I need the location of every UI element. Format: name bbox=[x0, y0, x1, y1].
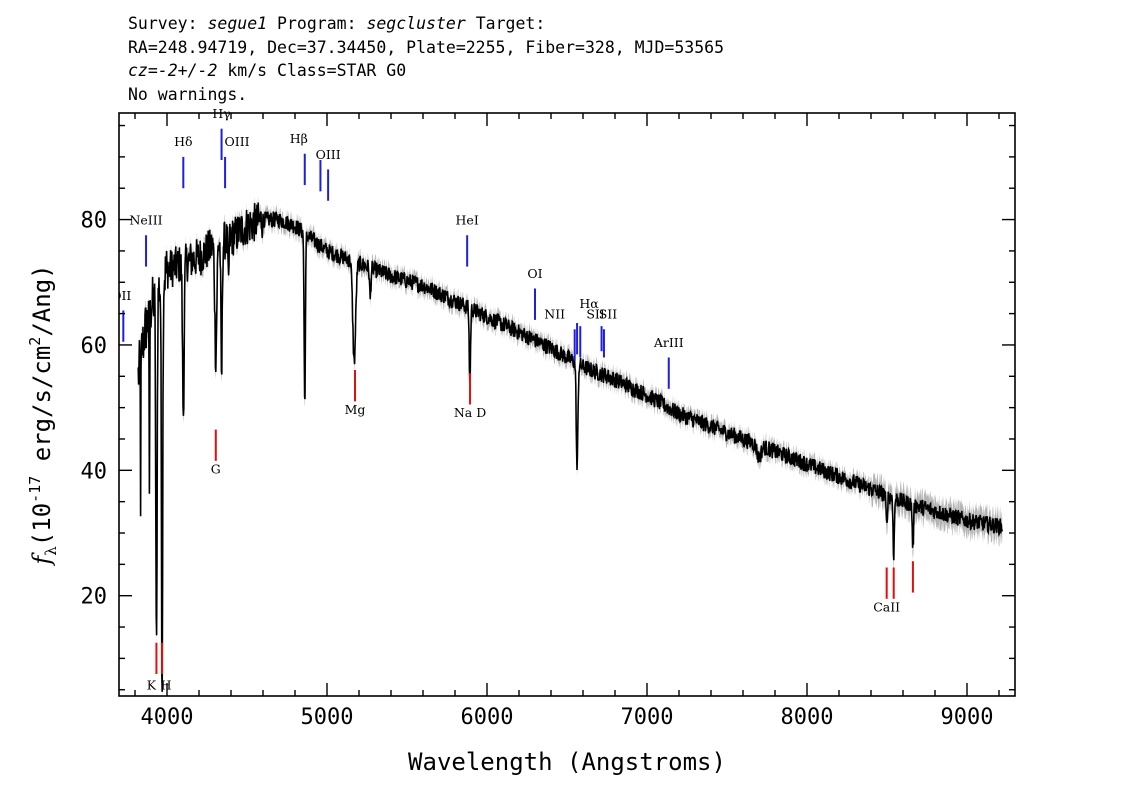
x-tick-labels: 4000 5000 6000 7000 8000 9000 bbox=[141, 705, 994, 730]
spectrum-line bbox=[137, 202, 1003, 692]
absorption-line-label: Mg bbox=[345, 402, 366, 417]
emission-line-label: OIII bbox=[316, 147, 341, 162]
header-line-redshift: cz=-2+/-2 km/s Class=STAR G0 bbox=[128, 59, 724, 83]
y-axis-unit-mid: erg/s/cm bbox=[28, 346, 56, 476]
x-tick-label: 9000 bbox=[941, 705, 994, 730]
y-axis-exponent-2: 2 bbox=[26, 337, 44, 346]
y-tick-label: 80 bbox=[81, 209, 108, 234]
survey-label: Survey: bbox=[128, 14, 208, 33]
emission-line-label: SII bbox=[599, 307, 618, 322]
absorption-line-label: H bbox=[161, 678, 172, 693]
x-axis-title: Wavelength (Angstroms) bbox=[408, 748, 726, 776]
y-axis-exponent: -17 bbox=[26, 476, 44, 503]
emission-line-label: HeI bbox=[456, 213, 479, 228]
absorption-line-label: CaII bbox=[873, 599, 900, 614]
absorption-line-label: G bbox=[211, 461, 221, 476]
y-axis-title: fλ(10-17 erg/s/cm2/Ang) bbox=[26, 264, 60, 566]
absorption-line-label: K bbox=[147, 678, 157, 693]
emission-line-label: OIII bbox=[225, 134, 250, 149]
class-value: km/s Class=STAR G0 bbox=[217, 61, 407, 80]
program-label: Program: bbox=[267, 14, 367, 33]
y-tick-label: 40 bbox=[81, 459, 108, 484]
emission-line-label: NII bbox=[544, 307, 565, 322]
emission-line-label: NeIII bbox=[129, 213, 162, 228]
y-tick-label: 20 bbox=[81, 585, 108, 610]
spectrum-header: Survey: segue1 Program: segcluster Targe… bbox=[128, 12, 724, 106]
y-tick-label: 60 bbox=[81, 334, 108, 359]
header-line-warnings: No warnings. bbox=[128, 84, 248, 104]
header-line-survey: Survey: segue1 Program: segcluster Targe… bbox=[128, 12, 724, 36]
target-label: Target: bbox=[465, 14, 546, 33]
redshift-value: cz=-2+/-2 bbox=[128, 61, 218, 80]
y-axis-unit-end: /Ang) bbox=[28, 264, 56, 336]
x-tick-label: 7000 bbox=[621, 705, 674, 730]
emission-line-label: Hβ bbox=[290, 131, 308, 146]
survey-value: segue1 bbox=[207, 14, 268, 33]
x-tick-label: 6000 bbox=[461, 705, 514, 730]
y-axis-subscript: λ bbox=[42, 546, 60, 556]
header-line-coordinates: RA=248.94719, Dec=37.34450, Plate=2255, … bbox=[128, 37, 725, 57]
x-tick-label: 5000 bbox=[301, 705, 354, 730]
error-band-area bbox=[138, 195, 1003, 700]
error-band bbox=[138, 195, 1003, 700]
x-tick-label: 4000 bbox=[141, 705, 194, 730]
emission-line-label: ArIII bbox=[653, 335, 684, 350]
absorption-line-label: Na D bbox=[454, 405, 486, 420]
y-axis-unit-start: (10 bbox=[28, 503, 56, 546]
axis-ticks bbox=[119, 113, 1015, 696]
emission-line-label: SII bbox=[586, 307, 605, 322]
emission-line-label: Hδ bbox=[174, 134, 192, 149]
x-tick-label: 8000 bbox=[781, 705, 834, 730]
emission-line-label: OI bbox=[527, 266, 542, 281]
emission-line-label: Hα bbox=[579, 296, 599, 311]
plot-frame bbox=[118, 112, 1016, 697]
emission-line-label: OII bbox=[111, 288, 131, 303]
program-value: segcluster bbox=[366, 14, 466, 33]
y-tick-labels: 20 40 60 80 bbox=[81, 209, 108, 610]
